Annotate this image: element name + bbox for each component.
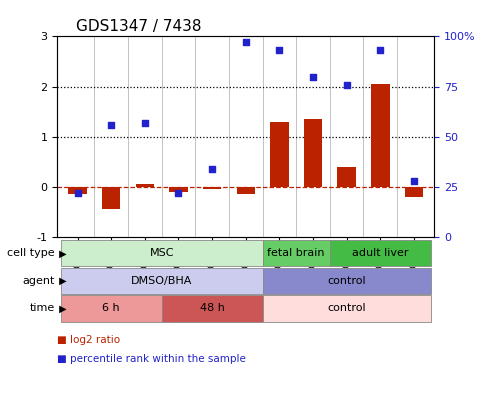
- Text: 48 h: 48 h: [200, 303, 225, 313]
- Text: agent: agent: [22, 276, 55, 286]
- Point: [343, 81, 351, 88]
- Text: ■ percentile rank within the sample: ■ percentile rank within the sample: [57, 354, 247, 364]
- Bar: [405, 187, 423, 197]
- Text: control: control: [327, 276, 366, 286]
- Text: ▶: ▶: [56, 303, 66, 313]
- Bar: [203, 187, 222, 189]
- Text: cell type: cell type: [7, 248, 55, 258]
- Text: adult liver: adult liver: [352, 248, 409, 258]
- Text: GDS1347 / 7438: GDS1347 / 7438: [76, 19, 202, 34]
- Point: [410, 177, 418, 184]
- Bar: [371, 84, 390, 187]
- Point: [141, 119, 149, 126]
- Bar: [102, 187, 120, 209]
- Text: ▶: ▶: [56, 248, 66, 258]
- Text: time: time: [29, 303, 55, 313]
- Bar: [337, 167, 356, 187]
- Text: ■ log2 ratio: ■ log2 ratio: [57, 335, 121, 345]
- Text: DMSO/BHA: DMSO/BHA: [131, 276, 192, 286]
- Point: [309, 73, 317, 80]
- Point: [208, 166, 216, 172]
- Point: [376, 47, 384, 54]
- Bar: [304, 119, 322, 187]
- Point: [242, 39, 250, 46]
- Bar: [270, 122, 288, 187]
- Point: [73, 190, 81, 196]
- Bar: [169, 187, 188, 192]
- Text: ▶: ▶: [56, 276, 66, 286]
- Text: fetal brain: fetal brain: [267, 248, 325, 258]
- Text: 6 h: 6 h: [102, 303, 120, 313]
- Bar: [237, 187, 255, 194]
- Text: MSC: MSC: [149, 248, 174, 258]
- Point: [107, 122, 115, 128]
- Text: control: control: [327, 303, 366, 313]
- Bar: [136, 184, 154, 187]
- Point: [275, 47, 283, 54]
- Point: [175, 190, 183, 196]
- Bar: [68, 187, 87, 194]
